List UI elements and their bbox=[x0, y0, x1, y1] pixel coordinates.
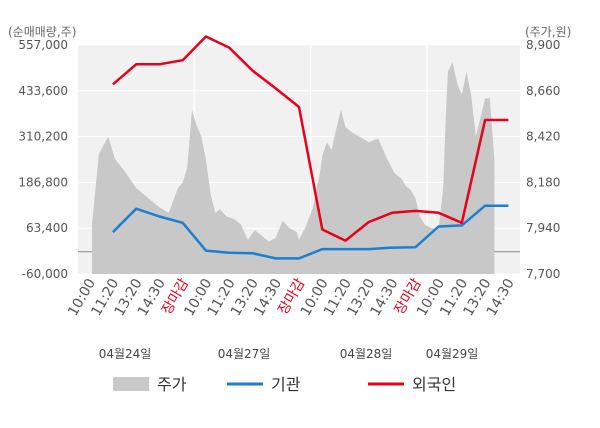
date-label: 04월27일 bbox=[218, 347, 271, 361]
date-label: 04월29일 bbox=[426, 347, 479, 361]
left-tick-label: 433,600 bbox=[18, 84, 68, 98]
series-line-외국인 bbox=[112, 35, 509, 242]
legend-label: 기관 bbox=[271, 375, 301, 394]
date-label: 04월28일 bbox=[340, 347, 393, 361]
left-tick-label: 557,000 bbox=[18, 38, 68, 52]
right-tick-label: 8,660 bbox=[526, 84, 560, 98]
legend-label: 주가 bbox=[157, 375, 187, 394]
legend-label: 외국인 bbox=[412, 375, 456, 394]
left-tick-label: 186,800 bbox=[18, 175, 68, 189]
right-tick-label: 7,700 bbox=[526, 267, 560, 281]
right-tick-label: 8,180 bbox=[526, 175, 560, 189]
right-tick-label: 8,420 bbox=[526, 130, 560, 144]
x-axis: 10:0011:2013:2014:30장마감10:0011:2013:2014… bbox=[65, 276, 518, 319]
legend-swatch-주가 bbox=[113, 377, 149, 391]
flow-lines-layer bbox=[112, 35, 509, 260]
right-tick-label: 8,900 bbox=[526, 38, 560, 52]
left-axis: -60,000 63,400 186,800 310,200 433,600 557,00… bbox=[18, 38, 68, 281]
left-unit-label: (순매매량,주) bbox=[8, 25, 76, 39]
left-tick-label: 310,200 bbox=[18, 130, 68, 144]
legend: 주가 기관 외국인 bbox=[113, 375, 456, 394]
right-axis: 7,700 7,940 8,180 8,420 8,660 8,900 bbox=[526, 38, 560, 281]
left-tick-label: 63,400 bbox=[26, 221, 68, 235]
price-area-layer bbox=[91, 62, 495, 275]
left-tick-label: -60,000 bbox=[22, 267, 68, 281]
right-unit-label: (주가,원) bbox=[525, 25, 571, 39]
date-labels: 04월24일 04월27일 04월28일 04월29일 bbox=[99, 347, 479, 361]
right-tick-label: 7,940 bbox=[526, 221, 560, 235]
series-line-기관 bbox=[112, 204, 509, 260]
date-label: 04월24일 bbox=[99, 347, 152, 361]
price-area-series bbox=[91, 62, 495, 275]
